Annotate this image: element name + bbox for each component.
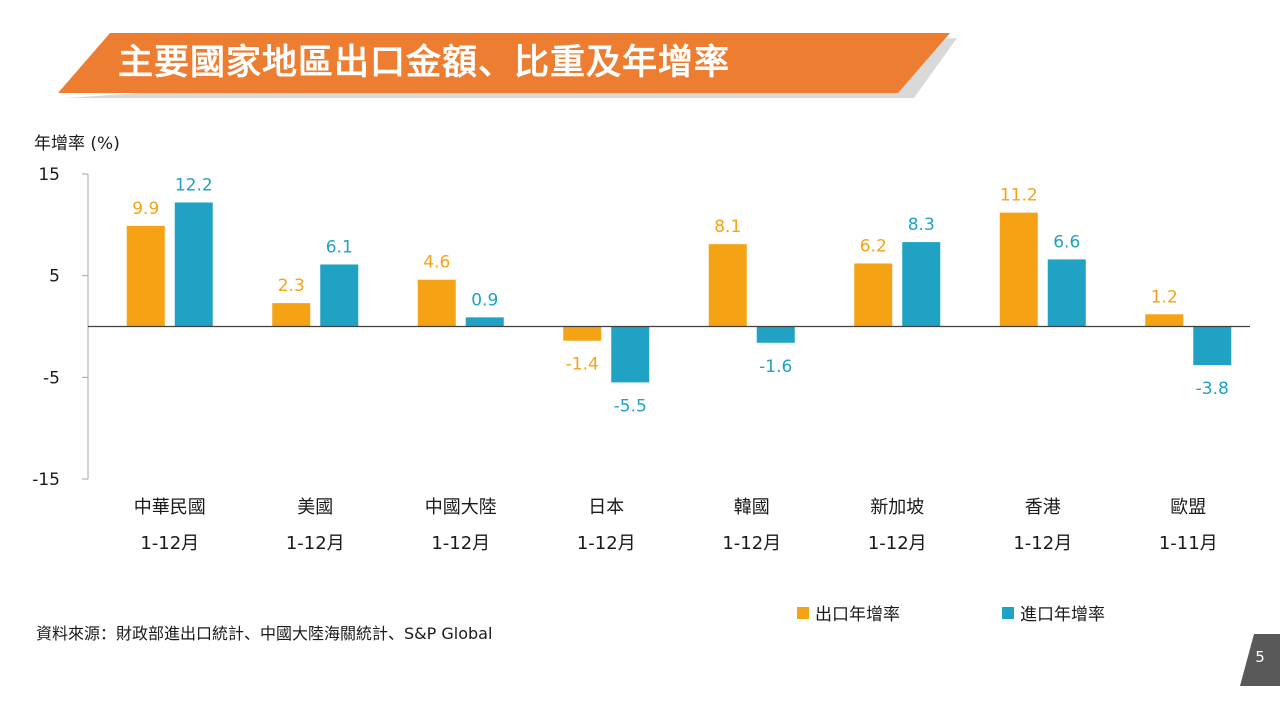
data-label-export: 2.3	[278, 276, 305, 296]
data-label-export: 4.6	[423, 253, 450, 273]
bar-chart: 15 5 -5 -15 9.9 2.3 4.6 -1.4 8.1 6.2 11.2 1.2 12.2 6.…	[32, 165, 1250, 554]
y-tick-label: 15	[38, 165, 60, 185]
category-period-label: 1-11月	[1159, 533, 1218, 554]
source-note: 資料來源：財政部進出口統計、中國大陸海關統計、S&P Global	[36, 624, 493, 643]
page-number-tab	[1240, 634, 1280, 686]
data-label-import: -3.8	[1196, 379, 1229, 399]
bar-import	[465, 317, 504, 327]
y-tick-label: -5	[43, 368, 60, 388]
title-banner	[58, 33, 957, 98]
bar-export	[126, 225, 165, 327]
bar-import	[611, 326, 650, 383]
y-tick-label: 5	[49, 267, 60, 287]
data-label-import: 0.9	[471, 290, 498, 310]
data-label-export: -1.4	[566, 355, 599, 375]
category-period-label: 1-12月	[722, 533, 781, 554]
bar-import	[1193, 326, 1232, 366]
data-label-import: 6.1	[326, 237, 353, 257]
category-label: 中華民國	[134, 497, 206, 518]
data-label-export: 9.9	[132, 199, 159, 219]
bar-import	[756, 326, 795, 343]
category-period-label: 1-12月	[577, 533, 636, 554]
category-period-label: 1-12月	[431, 533, 490, 554]
category-label: 美國	[297, 497, 333, 518]
data-label-export: 8.1	[714, 217, 741, 237]
bar-export	[417, 279, 456, 327]
legend-item-export: 出口年增率	[797, 600, 900, 625]
y-axis-label: 年增率 (%)	[34, 134, 120, 154]
bar-export	[272, 303, 311, 327]
legend-label-export: 出口年增率	[815, 605, 900, 625]
bar-import	[320, 264, 359, 327]
page-title: 主要國家地區出口金額、比重及年增率	[118, 43, 731, 83]
category-label: 韓國	[734, 497, 770, 518]
category-label: 新加坡	[870, 497, 924, 518]
data-label-export: 1.2	[1151, 287, 1178, 307]
bar-import	[902, 242, 941, 327]
category-label: 香港	[1025, 497, 1061, 518]
category-period-label: 1-12月	[868, 533, 927, 554]
legend-swatch-export	[797, 606, 809, 619]
legend-label-import: 進口年增率	[1020, 605, 1105, 625]
data-label-import: -5.5	[614, 396, 647, 416]
y-tick-label: -15	[32, 470, 60, 490]
bar-import	[1047, 259, 1086, 327]
data-label-export: 6.2	[860, 236, 887, 256]
bar-import	[174, 202, 213, 327]
legend-swatch-import	[1002, 606, 1014, 619]
bar-export	[999, 212, 1038, 327]
category-period-label: 1-12月	[140, 533, 199, 554]
data-label-import: 12.2	[175, 175, 213, 195]
data-label-import: 8.3	[908, 215, 935, 235]
category-period-label: 1-12月	[1013, 533, 1072, 554]
category-label: 日本	[588, 497, 624, 518]
bar-export	[563, 326, 602, 341]
title-banner-shape	[58, 33, 950, 93]
bar-export	[1145, 314, 1184, 327]
page-number: 5	[1255, 648, 1265, 666]
legend-item-import: 進口年增率	[1002, 600, 1105, 625]
data-label-import: 6.6	[1053, 232, 1080, 252]
bar-export	[854, 263, 893, 327]
category-label: 中國大陸	[425, 497, 497, 518]
category-period-label: 1-12月	[286, 533, 345, 554]
data-label-import: -1.6	[759, 357, 792, 377]
category-label: 歐盟	[1170, 497, 1206, 518]
bar-export	[708, 244, 747, 327]
data-label-export: 11.2	[1000, 186, 1038, 206]
